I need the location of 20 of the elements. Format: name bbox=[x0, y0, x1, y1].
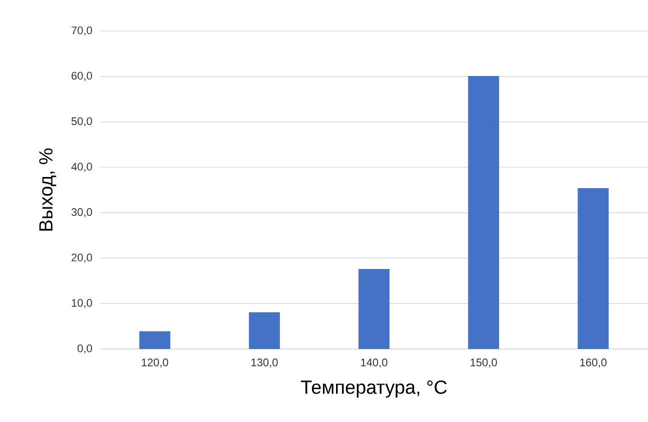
y-tick-label: 60,0 bbox=[72, 72, 92, 81]
y-tick-label: 30,0 bbox=[71, 208, 92, 218]
y-tick-label: 10,0 bbox=[72, 299, 92, 308]
x-axis-title: Температура, °C bbox=[300, 380, 447, 398]
x-tick-label: 120,0 bbox=[142, 358, 168, 368]
bar bbox=[248, 312, 280, 349]
y-tick-label: 0,0 bbox=[78, 344, 92, 354]
bar bbox=[468, 76, 500, 349]
x-tick-label: 160,0 bbox=[580, 358, 607, 368]
y-tick-label: 40,0 bbox=[71, 162, 92, 172]
y-tick-label: 50,0 bbox=[72, 117, 92, 126]
x-tick-label: 140,0 bbox=[361, 358, 388, 368]
x-tick-label: 130,0 bbox=[251, 358, 278, 368]
bar bbox=[358, 269, 390, 349]
bar bbox=[139, 331, 170, 349]
x-tick-label: 150,0 bbox=[470, 358, 497, 368]
y-axis-title: Выход, % bbox=[39, 148, 56, 231]
y-tick-label: 20,0 bbox=[72, 254, 92, 263]
bar bbox=[578, 188, 609, 349]
y-tick-label: 70,0 bbox=[72, 26, 92, 36]
